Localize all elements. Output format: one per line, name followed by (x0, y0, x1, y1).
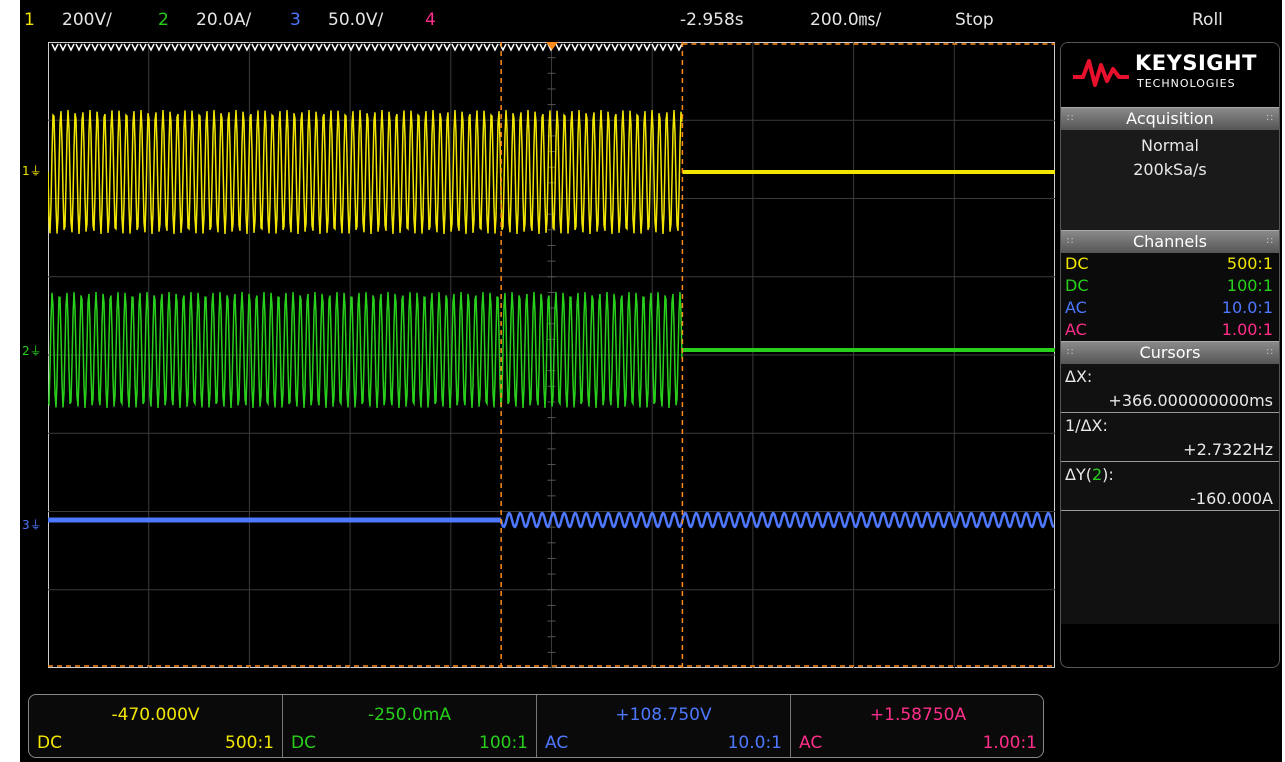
oscilloscope-screen: 1 200V/ 2 20.0A/ 3 50.0V/ 4 -2.958s 200.… (20, 0, 1282, 762)
waveform-display[interactable] (48, 42, 1055, 668)
channel-offset-bar: -470.000V DC 500:1 -250.0mA DC 100:1 +10… (28, 694, 1044, 758)
ch2-coupling: DC (1065, 276, 1089, 295)
ch4-offset: +1.58750A (869, 705, 967, 725)
inv-delta-x-value: +2.7322Hz (1061, 439, 1279, 462)
ch2-scale[interactable]: 20.0A/ (196, 10, 252, 30)
ch3-ground-label: 3 (22, 518, 30, 532)
ground-icon: ⏚ (29, 164, 42, 178)
inv-delta-x-label: 1/ΔX: (1065, 416, 1108, 435)
grip-icon: ∷ (1067, 113, 1074, 124)
acquisition-mode: Normal (1141, 136, 1199, 155)
channel-row-2[interactable]: DC 100:1 (1061, 275, 1279, 297)
cursors-body: ΔX: +366.000000000ms 1/ΔX: +2.7322Hz ΔY(… (1061, 364, 1279, 624)
ch1-offset-cell[interactable]: -470.000V DC 500:1 (29, 695, 283, 757)
keysight-logo: KEYSIGHT TECHNOLOGIES (1061, 43, 1279, 107)
ch3-waveform (499, 511, 1055, 529)
delta-y-prefix: ΔY( (1065, 465, 1092, 484)
trigger-delay[interactable]: -2.958s (680, 10, 744, 30)
ch4-coupling: AC (799, 733, 823, 753)
ch3-scale[interactable]: 50.0V/ (328, 10, 384, 30)
ch2-offset-cell[interactable]: -250.0mA DC 100:1 (283, 695, 537, 757)
delta-y-value: -160.000A (1061, 488, 1279, 511)
grip-icon: ∷ (1266, 113, 1273, 124)
ch1-ground-label: 1 (22, 164, 30, 178)
delta-y-suffix: ): (1102, 465, 1114, 484)
ch3-offset-cell[interactable]: +108.750V AC 10.0:1 (537, 695, 791, 757)
ch2-ground-marker[interactable]: 2⏚ (22, 342, 42, 359)
ch1-waveform (48, 109, 683, 235)
delta-y-channel: 2 (1091, 465, 1103, 484)
ch3-coupling: AC (1065, 298, 1087, 317)
ch4-probe: 1.00:1 (1221, 320, 1273, 339)
ch2-offset: -250.0mA (368, 705, 451, 725)
logo-sub: TECHNOLOGIES (1137, 77, 1236, 90)
channel-row-4[interactable]: AC 1.00:1 (1061, 319, 1279, 341)
waveform-canvas[interactable] (48, 42, 1055, 668)
sample-rate: 200kSa/s (1133, 160, 1207, 179)
acquisition-title: Acquisition (1126, 109, 1214, 128)
status-bar: 1 200V/ 2 20.0A/ 3 50.0V/ 4 -2.958s 200.… (20, 0, 1282, 40)
ground-icon: ⏚ (29, 344, 42, 358)
cursors-title: Cursors (1139, 343, 1201, 362)
ch1-offset: -470.000V (111, 705, 200, 725)
ch4-offset-cell[interactable]: +1.58750A AC 1.00:1 (791, 695, 1043, 757)
grip-icon: ∷ (1067, 347, 1074, 358)
logo-brand: KEYSIGHT (1135, 51, 1257, 75)
channels-header[interactable]: ∷ Channels ∷ (1061, 230, 1279, 253)
ch1-number[interactable]: 1 (24, 10, 35, 30)
ch1-coupling: DC (37, 733, 62, 753)
ch2-probe: 100:1 (1226, 276, 1273, 295)
delta-y-label: ΔY(2): (1061, 462, 1279, 488)
ch1-coupling: DC (1065, 254, 1089, 273)
cursors-header[interactable]: ∷ Cursors ∷ (1061, 341, 1279, 364)
ch4-probe: 1.00:1 (982, 733, 1037, 753)
ch3-offset: +108.750V (615, 705, 712, 725)
ch2-coupling: DC (291, 733, 316, 753)
grip-icon: ∷ (1067, 236, 1074, 247)
run-state[interactable]: Stop (955, 10, 994, 30)
side-panel: KEYSIGHT TECHNOLOGIES ∷ Acquisition ∷ No… (1060, 42, 1280, 668)
ch3-probe: 10.0:1 (727, 733, 782, 753)
ch1-ground-marker[interactable]: 1⏚ (22, 162, 42, 179)
acquisition-body: Normal 200kSa/s (1061, 130, 1279, 230)
ch2-number[interactable]: 2 (158, 10, 169, 30)
channel-row-1[interactable]: DC 500:1 (1061, 253, 1279, 275)
channels-body: DC 500:1 DC 100:1 AC 10.0:1 AC 1.00:1 (1061, 253, 1279, 341)
acquire-mode[interactable]: Roll (1192, 10, 1223, 30)
acquisition-header[interactable]: ∷ Acquisition ∷ (1061, 107, 1279, 130)
ch2-ground-label: 2 (22, 344, 30, 358)
ch3-ground-marker[interactable]: 3⏚ (22, 516, 42, 533)
keysight-wave-icon (1073, 59, 1129, 87)
ch1-scale[interactable]: 200V/ (62, 10, 112, 30)
ch4-number[interactable]: 4 (425, 10, 436, 30)
ch3-coupling: AC (545, 733, 569, 753)
channels-title: Channels (1132, 232, 1208, 251)
ch1-probe: 500:1 (225, 733, 274, 753)
ch1-probe: 500:1 (1226, 254, 1273, 273)
ch2-probe: 100:1 (479, 733, 528, 753)
timebase-scale[interactable]: 200.0㎳/ (810, 10, 882, 30)
delta-x-value: +366.000000000ms (1061, 390, 1279, 413)
grip-icon: ∷ (1266, 236, 1273, 247)
trigger-marker-icon (546, 42, 558, 50)
ch3-number[interactable]: 3 (290, 10, 301, 30)
grip-icon: ∷ (1266, 347, 1273, 358)
ch3-probe: 10.0:1 (1221, 298, 1273, 317)
ground-icon: ⏚ (29, 518, 42, 532)
delta-x-label: ΔX: (1065, 367, 1093, 386)
roll-marker-strip (51, 43, 683, 52)
channel-row-3[interactable]: AC 10.0:1 (1061, 297, 1279, 319)
ch4-coupling: AC (1065, 320, 1087, 339)
ch2-waveform (48, 291, 683, 409)
